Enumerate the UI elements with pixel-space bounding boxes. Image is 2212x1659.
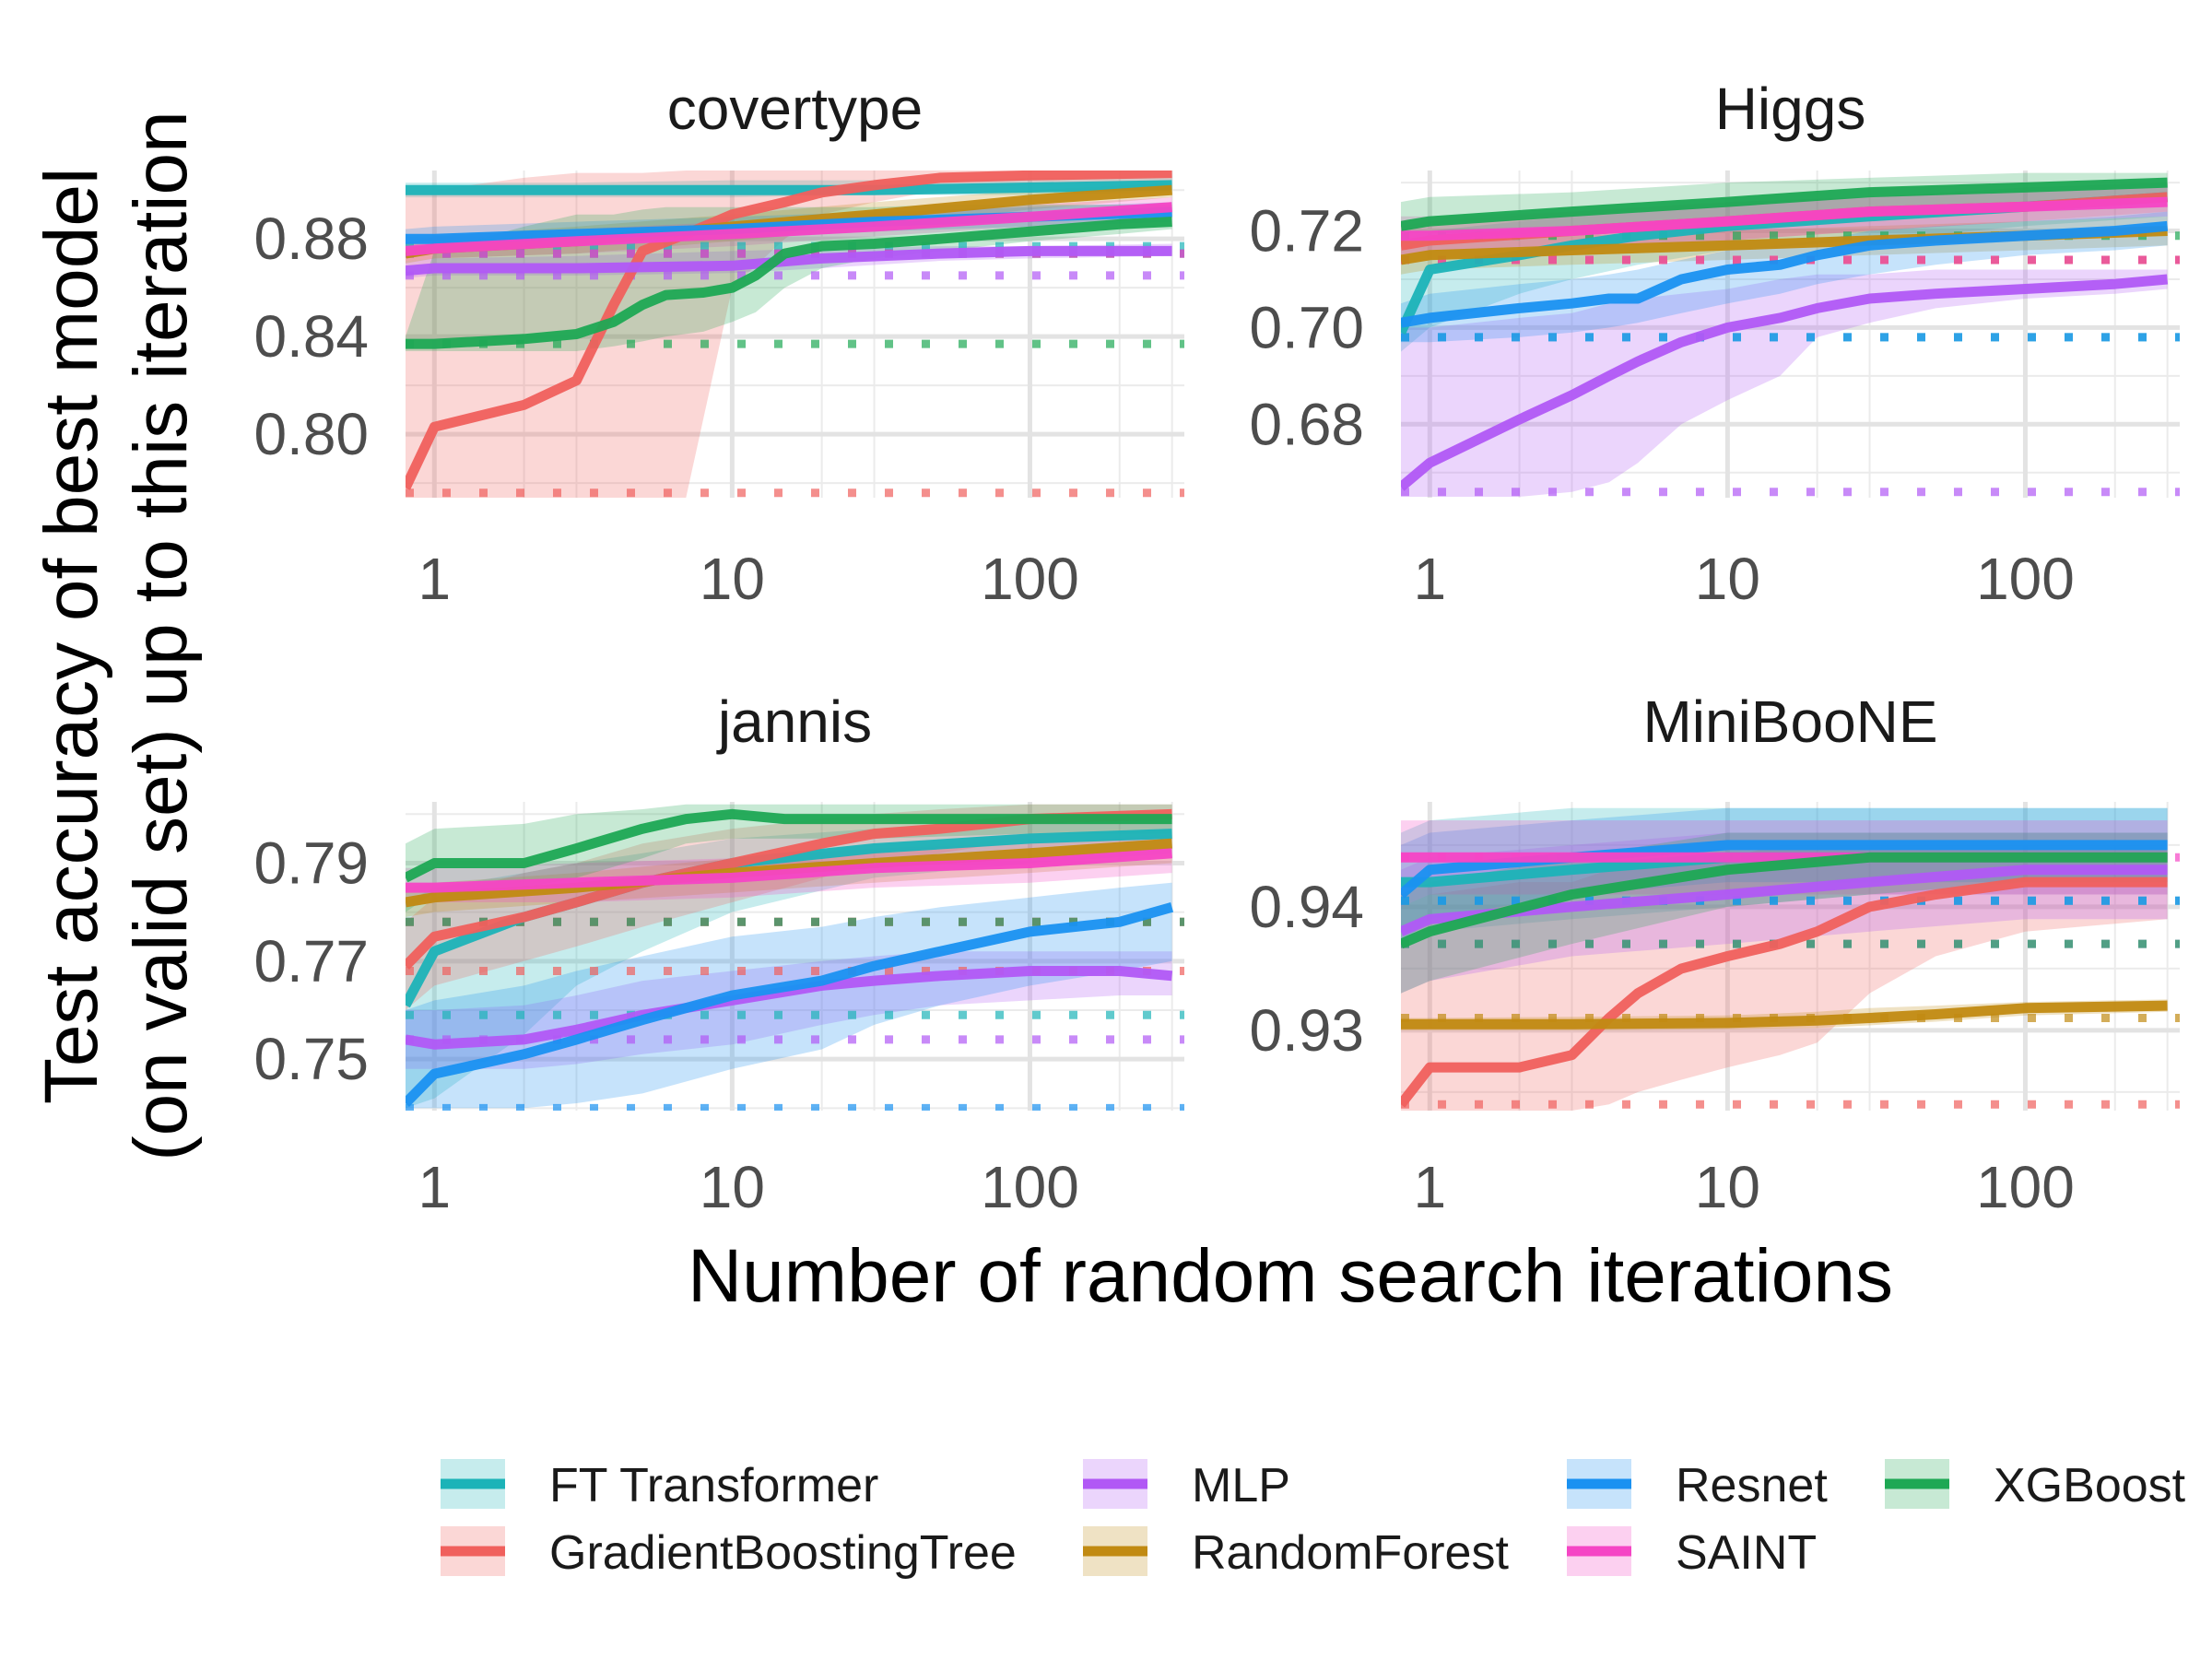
panel-title-covertype: covertype — [667, 76, 923, 142]
y-tick-label: 0.70 — [1249, 294, 1364, 360]
legend-label-ft-transformer: FT Transformer — [549, 1459, 878, 1512]
legend-item-xgboost: XGBoost — [1885, 1459, 2186, 1512]
x-axis-title: Number of random search iterations — [688, 1234, 1893, 1318]
line-resnet — [1401, 840, 2168, 899]
legend-label-resnet: Resnet — [1676, 1459, 1828, 1512]
facet-panels: covertype 0.80 0.84 0.88 1 10 100 Higgs 0.68 0.70… — [253, 76, 2180, 1220]
panel-covertype: covertype 0.80 0.84 0.88 1 10 100 — [253, 76, 1184, 612]
legend-item-randomforest: RandomForest — [1083, 1526, 1509, 1580]
line-saint — [406, 848, 1172, 893]
legend-item-mlp: MLP — [1083, 1459, 1290, 1512]
x-tick-label: 1 — [418, 546, 452, 612]
legend-label-xgboost: XGBoost — [1994, 1459, 2186, 1512]
plot-area — [1401, 807, 2180, 1111]
line-saint — [406, 202, 1172, 256]
y-tick-label: 0.68 — [1249, 391, 1364, 457]
x-tick-label: 100 — [981, 546, 1079, 612]
line-resnet — [406, 902, 1174, 1107]
y-tick-label: 0.75 — [253, 1026, 369, 1092]
legend-item-ft-transformer: FT Transformer — [441, 1459, 878, 1512]
legend-item-gradientboostingtree: GradientBoostingTree — [441, 1526, 1017, 1580]
line-saint — [1401, 196, 2168, 241]
y-axis-title-line-1: Test accuracy of best model — [29, 168, 113, 1104]
line-randomforest — [1401, 1000, 2168, 1030]
band-gradientboostingtree — [1401, 844, 2168, 1111]
y-tick-label: 0.72 — [1249, 198, 1364, 265]
line-ft-transformer — [406, 180, 1172, 195]
band-xgboost — [406, 804, 1172, 912]
y-tick-label: 0.88 — [253, 206, 369, 272]
legend: FT Transformer GradientBoostingTree MLP Ran… — [441, 1459, 2186, 1580]
y-tick-label: 0.80 — [253, 401, 369, 467]
x-tick-label: 100 — [981, 1154, 1079, 1220]
band-resnet — [1401, 211, 2168, 343]
line-mlp — [1401, 865, 2168, 936]
panel-miniboone: MiniBooNE 0.93 0.94 1 10 100 — [1249, 688, 2180, 1220]
x-tick-label: 10 — [1695, 1154, 1760, 1220]
y-tick-label: 0.93 — [1249, 997, 1364, 1064]
y-tick-label: 0.79 — [253, 830, 369, 896]
x-tick-label: 1 — [418, 1154, 452, 1220]
panel-title-miniboone: MiniBooNE — [1642, 688, 1937, 755]
plot-area — [1401, 172, 2180, 497]
x-tick-label: 10 — [700, 546, 765, 612]
legend-item-saint: SAINT — [1567, 1526, 1817, 1580]
line-gradientboostingtree — [1401, 877, 2168, 1108]
x-tick-label: 1 — [1414, 546, 1447, 612]
panel-title-jannis: jannis — [716, 688, 872, 755]
y-tick-label: 0.84 — [253, 303, 369, 370]
x-tick-label: 100 — [1976, 1154, 2075, 1220]
legend-label-randomforest: RandomForest — [1192, 1526, 1509, 1580]
y-tick-label: 0.77 — [253, 928, 369, 994]
x-tick-label: 10 — [700, 1154, 765, 1220]
line-xgboost — [1401, 852, 2168, 949]
plot-area — [406, 171, 1184, 498]
panel-higgs: Higgs 0.68 0.70 0.72 1 10 100 — [1249, 76, 2180, 612]
line-gradientboostingtree — [406, 808, 1172, 970]
y-tick-label: 0.94 — [1249, 874, 1364, 940]
x-tick-label: 100 — [1976, 546, 2075, 612]
band-mlp — [1401, 269, 2168, 497]
legend-label-saint: SAINT — [1676, 1526, 1817, 1580]
panel-jannis: jannis 0.75 0.77 0.79 1 10 100 — [253, 688, 1184, 1220]
line-resnet — [1401, 220, 2169, 328]
legend-item-resnet: Resnet — [1567, 1459, 1828, 1512]
line-xgboost — [406, 808, 1172, 883]
panel-title-higgs: Higgs — [1715, 76, 1866, 142]
line-xgboost — [406, 217, 1172, 349]
plot-area — [406, 804, 1184, 1111]
legend-label-mlp: MLP — [1192, 1459, 1290, 1512]
legend-label-gradientboostingtree: GradientBoostingTree — [549, 1526, 1017, 1580]
line-mlp — [1401, 274, 2169, 491]
y-axis-title-line-2: (on valid set) up to this iteration — [119, 111, 203, 1160]
x-tick-label: 1 — [1414, 1154, 1447, 1220]
x-tick-label: 10 — [1695, 546, 1760, 612]
line-xgboost — [1401, 177, 2168, 231]
